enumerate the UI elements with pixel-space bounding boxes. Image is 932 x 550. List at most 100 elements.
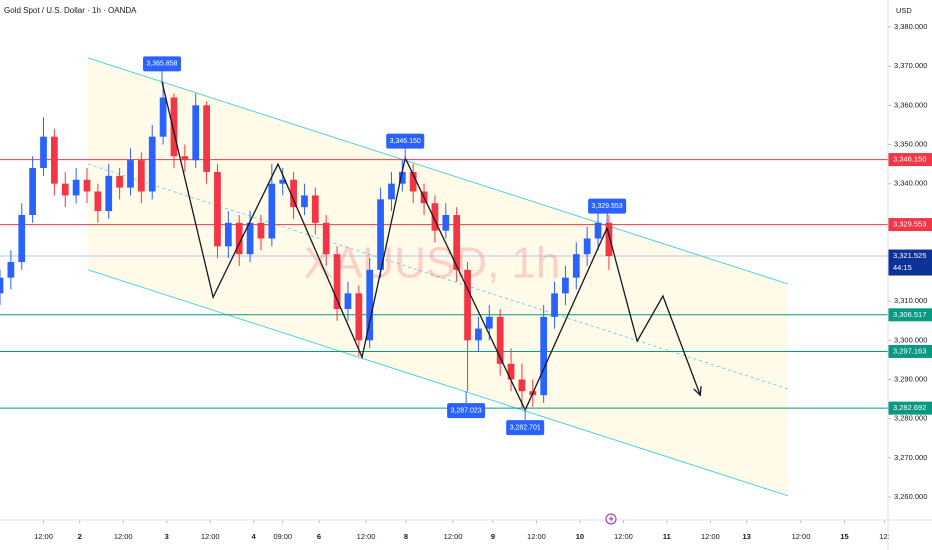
price-badge	[888, 308, 932, 322]
candle-body	[344, 293, 352, 309]
x-tick-label: 2	[78, 532, 82, 541]
main-layer	[0, 82, 613, 409]
channel-upper	[87, 57, 789, 285]
y-tick-label: 3,350.000	[894, 139, 927, 148]
y-tick-label: 3,270.000	[894, 453, 927, 462]
price-badge-label: 3,329.553	[893, 220, 926, 229]
price-badge	[888, 401, 932, 415]
candle-body	[181, 156, 189, 161]
x-tick-label: 4	[252, 532, 257, 541]
candle-body	[72, 179, 80, 196]
annotation-label: 3,287.023	[451, 408, 482, 415]
candle-body	[224, 222, 232, 247]
candle-body	[464, 269, 471, 341]
price-badge	[888, 249, 932, 276]
candle-body	[192, 105, 200, 161]
annotation-badge	[143, 56, 182, 72]
price-badge	[888, 153, 932, 167]
candle-body	[29, 168, 36, 215]
candle-body	[453, 215, 461, 270]
x-tick-label: 09:00	[273, 532, 292, 541]
y-tick-label: 3,380.000	[894, 22, 927, 31]
background-layer: XAUUSD, 1h	[0, 57, 888, 497]
x-tick-label: 9	[491, 532, 495, 541]
price-badge-label: 3,297.163	[893, 346, 926, 355]
candle-body	[540, 316, 548, 396]
annotation-badge	[588, 198, 627, 214]
annotation-label: 3,346.150	[390, 138, 421, 145]
candle-body	[116, 175, 123, 188]
x-tick-label: 8	[404, 532, 408, 541]
candle-body	[322, 222, 330, 255]
annotation-badge	[447, 403, 486, 419]
candle-body	[170, 97, 178, 157]
annotation-label: 3,329.553	[592, 203, 623, 210]
projection-line	[606, 227, 701, 396]
x-tick-label: 12:00	[201, 532, 220, 541]
candle-body	[594, 222, 602, 239]
candle-body	[94, 191, 102, 212]
x-tick-label: 12:00	[701, 532, 720, 541]
candle-body	[431, 203, 439, 231]
candle-body	[235, 222, 243, 255]
candle-body	[377, 199, 384, 270]
candle-body	[496, 316, 504, 364]
candle-body	[127, 160, 134, 188]
candle-body	[366, 269, 374, 341]
candle-body	[475, 328, 482, 341]
candle-body	[159, 97, 167, 137]
y-tick-label: 3,260.000	[894, 492, 927, 501]
candle-body	[268, 183, 276, 239]
candle-body	[398, 171, 406, 184]
candle-body	[551, 293, 558, 317]
y-tick-label: 3,280.000	[894, 414, 927, 423]
annotation-badge	[506, 420, 545, 436]
candle-body	[301, 195, 308, 208]
candle-body	[0, 277, 4, 294]
candle-body	[485, 316, 493, 329]
candle-body	[40, 136, 47, 168]
candle-body	[409, 171, 417, 192]
y-tick-label: 3,290.000	[894, 374, 927, 383]
x-tick-label: 12:00	[34, 532, 53, 541]
candle-body	[257, 222, 265, 239]
candle-body	[246, 222, 254, 255]
y-tick-label: 3,310.000	[894, 296, 927, 305]
x-tick-label: 6	[317, 532, 321, 541]
annotation-badge	[386, 133, 425, 149]
price-badge	[888, 344, 932, 358]
annotation-label: 3,365.858	[146, 61, 177, 68]
price-badge-label: 3,306.517	[893, 310, 926, 319]
candle-body	[388, 183, 395, 200]
price-badge-label: 3,282.692	[893, 403, 926, 412]
candle-body	[105, 175, 113, 212]
candle-body	[572, 254, 580, 278]
x-tick-label: 12:00	[792, 532, 811, 541]
x-tick-label: 12:00	[357, 532, 376, 541]
event-icon[interactable]	[605, 513, 617, 525]
candle-body	[442, 215, 450, 231]
watermark: XAUUSD, 1h	[304, 239, 561, 288]
price-badge-label: 3,346.150	[893, 155, 926, 164]
channel-lower	[87, 269, 789, 497]
candle-body	[355, 293, 363, 341]
candle-body	[214, 171, 221, 247]
candle-body	[203, 105, 210, 172]
candle-body	[18, 215, 26, 262]
x-tick-label: 15	[840, 532, 848, 541]
x-tick-label: 12:00	[614, 532, 633, 541]
x-tick-label: 12:00	[444, 532, 463, 541]
candle-body	[7, 262, 15, 278]
x-tick-label: 13	[742, 532, 750, 541]
candle-body	[148, 136, 156, 192]
candle-body	[562, 277, 569, 294]
y-tick-label: 3,370.000	[894, 61, 927, 70]
x-tick-label: 12:00	[114, 532, 133, 541]
chart-title: Gold Spot / U.S. Dollar · 1h · OANDA	[4, 6, 137, 15]
currency: USD	[896, 6, 912, 15]
candle-body	[279, 179, 287, 184]
y-tick-label: 3,340.000	[894, 179, 927, 188]
candle-body	[50, 136, 58, 184]
countdown: 44:15	[893, 263, 912, 272]
